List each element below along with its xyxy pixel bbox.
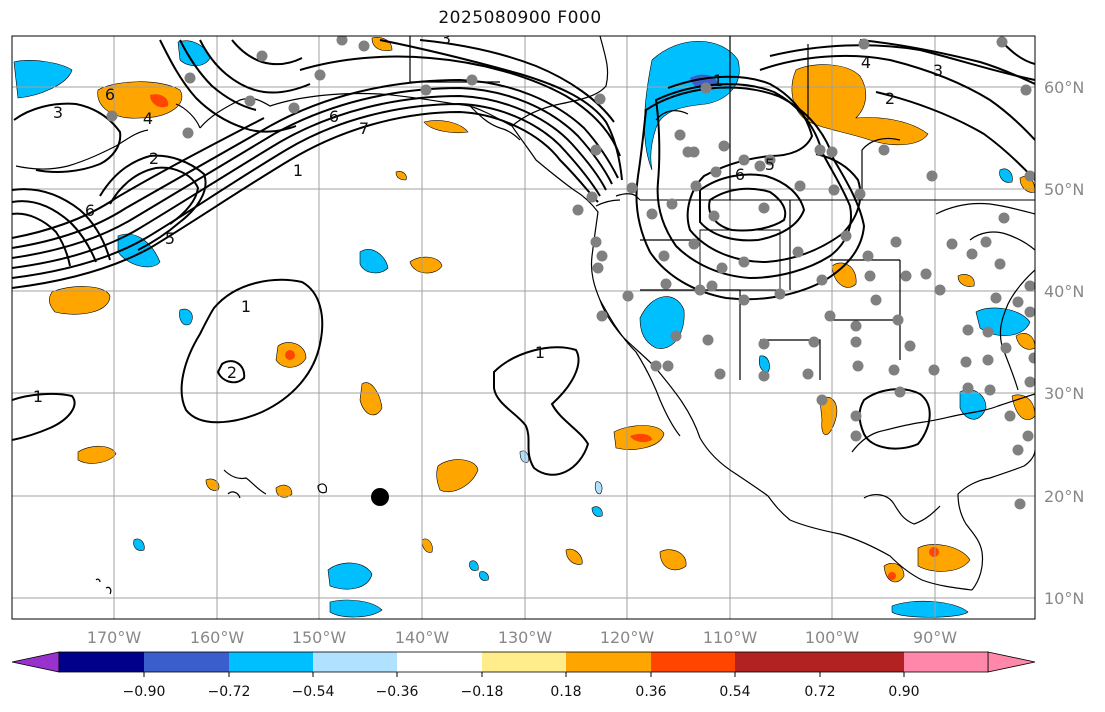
contour-label: 1 bbox=[241, 297, 251, 316]
colorbar-tick-label: 0.36 bbox=[635, 684, 666, 700]
colorbar-segment bbox=[651, 652, 735, 672]
latitude-labels: 60°N 50°N 40°N 30°N 20°N 10°N bbox=[1044, 78, 1084, 608]
colorbar-tick-label: 0.90 bbox=[888, 684, 919, 700]
colorbar-segment bbox=[904, 652, 988, 672]
contour-label: 4 bbox=[861, 53, 871, 72]
contour-label: 2 bbox=[885, 89, 895, 108]
contour-label: 2 bbox=[227, 363, 237, 382]
colorbar-segment bbox=[735, 652, 820, 672]
colorbar-segment bbox=[566, 652, 651, 672]
lat-label: 40°N bbox=[1044, 282, 1084, 301]
longitude-labels: 170°W 160°W 150°W 140°W 130°W 120°W 110°… bbox=[87, 628, 957, 647]
lat-label: 50°N bbox=[1044, 180, 1084, 199]
colorbar-segment bbox=[820, 652, 904, 672]
station-markers bbox=[106, 36, 1035, 510]
colorbar-segment bbox=[59, 652, 144, 672]
colorbar-tick-label: 0.18 bbox=[550, 684, 581, 700]
colorbar-tick-label: −0.72 bbox=[208, 684, 251, 700]
lat-label: 20°N bbox=[1044, 487, 1084, 506]
lon-label: 140°W bbox=[395, 628, 450, 647]
contour-label: 2 bbox=[149, 149, 159, 168]
colorbar: −0.90 −0.72 −0.54 −0.36 −0.18 0.18 0.36 … bbox=[11, 651, 1036, 700]
contour-label: 6 bbox=[85, 201, 95, 220]
lat-label: 60°N bbox=[1044, 78, 1084, 97]
contour-label: 5 bbox=[765, 155, 775, 174]
chart-title: 2025080900 F000 bbox=[438, 8, 602, 28]
colorbar-tick-label: 0.54 bbox=[719, 684, 750, 700]
contour-label: 6 bbox=[105, 85, 115, 104]
colorbar-tick-label: −0.36 bbox=[376, 684, 419, 700]
map-area: 1 1 1 1 2 2 3 3 4 5 6 6 6 7 1 2 3 4 5 6 bbox=[11, 29, 1036, 620]
colorbar-tick-label: −0.90 bbox=[123, 684, 166, 700]
lon-label: 160°W bbox=[190, 628, 245, 647]
contour-label: 6 bbox=[329, 107, 339, 126]
lon-label: 150°W bbox=[292, 628, 347, 647]
contour-label: 7 bbox=[359, 119, 369, 138]
contour-label: 3 bbox=[53, 103, 63, 122]
contour-label: 1 bbox=[713, 71, 723, 90]
colorbar-tick-label: 0.72 bbox=[804, 684, 835, 700]
lat-label: 30°N bbox=[1044, 384, 1084, 403]
contour-label: 1 bbox=[293, 161, 303, 180]
colorbar-tick-label: −0.54 bbox=[292, 684, 335, 700]
contour-label: 6 bbox=[735, 165, 745, 184]
colorbar-extend-max bbox=[987, 651, 1036, 673]
colorbar-frame bbox=[58, 651, 989, 673]
colorbar-segment bbox=[313, 652, 397, 672]
colorbar-segment bbox=[482, 652, 566, 672]
lat-label: 10°N bbox=[1044, 589, 1084, 608]
colorbar-extend-min bbox=[11, 651, 60, 673]
center-marker bbox=[371, 488, 389, 506]
contour-label: 1 bbox=[33, 387, 43, 406]
contour-label: 5 bbox=[165, 229, 175, 248]
lon-label: 120°W bbox=[600, 628, 655, 647]
contour-label: 3 bbox=[933, 61, 943, 80]
lon-label: 90°W bbox=[913, 628, 957, 647]
colorbar-segment bbox=[144, 652, 229, 672]
colorbar-ticks bbox=[143, 672, 905, 677]
contour-lines bbox=[12, 39, 1035, 476]
lon-label: 110°W bbox=[703, 628, 758, 647]
lon-label: 170°W bbox=[87, 628, 142, 647]
contour-label: 1 bbox=[535, 343, 545, 362]
colorbar-segment bbox=[229, 652, 313, 672]
contour-label: 4 bbox=[143, 109, 153, 128]
contour-labels: 1 1 1 1 2 2 3 3 4 5 6 6 6 7 1 2 3 4 5 6 bbox=[33, 29, 943, 406]
colorbar-tick-label: −0.18 bbox=[461, 684, 504, 700]
contour-label: 3 bbox=[441, 29, 451, 48]
map-frame bbox=[11, 35, 1036, 620]
lon-label: 100°W bbox=[805, 628, 860, 647]
lon-label: 130°W bbox=[498, 628, 553, 647]
colorbar-segment bbox=[397, 652, 482, 672]
